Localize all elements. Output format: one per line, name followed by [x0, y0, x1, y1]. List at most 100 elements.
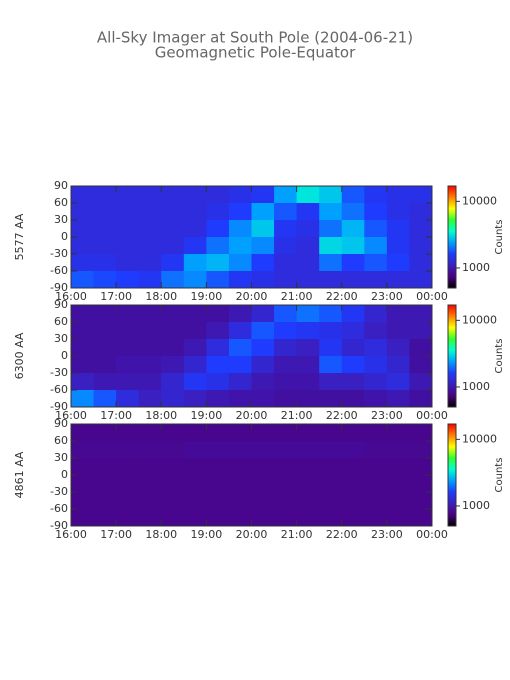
- heat-cell: [161, 441, 185, 459]
- heat-cell: [409, 424, 433, 442]
- y-tick-label: -90: [50, 281, 68, 294]
- y-tick-label: -60: [50, 264, 68, 277]
- heat-cell: [386, 339, 410, 357]
- colorbar-label: Counts: [494, 339, 505, 374]
- heat-cell: [116, 237, 140, 255]
- heat-cell: [386, 424, 410, 442]
- heat-cell: [409, 237, 433, 255]
- x-tick-label: 18:00: [145, 528, 177, 541]
- heat-cell: [183, 424, 207, 442]
- y-tick-label: -30: [50, 247, 68, 260]
- heat-cell: [138, 271, 162, 289]
- heat-cell: [386, 373, 410, 391]
- heat-cell: [116, 271, 140, 289]
- heat-cell: [228, 390, 252, 408]
- heat-cell: [228, 254, 252, 272]
- heat-cell: [138, 305, 162, 323]
- heat-cell: [183, 271, 207, 289]
- heat-cell: [251, 339, 275, 357]
- heat-cell: [274, 390, 298, 408]
- heat-cell: [296, 220, 320, 238]
- heat-cell: [71, 254, 95, 272]
- colorbar-tick-label: 1000: [462, 261, 490, 274]
- heat-cell: [364, 424, 388, 442]
- heat-cell: [251, 390, 275, 408]
- y-tick-label: 60: [54, 196, 68, 209]
- heat-cell: [161, 390, 185, 408]
- heat-cell: [116, 390, 140, 408]
- heat-cell: [364, 237, 388, 255]
- y-tick-label: -60: [50, 383, 68, 396]
- heat-cell: [93, 220, 117, 238]
- heat-cell: [296, 492, 320, 510]
- heat-cell: [161, 424, 185, 442]
- heat-cell: [116, 492, 140, 510]
- heat-cell: [206, 186, 230, 204]
- heat-cell: [138, 322, 162, 340]
- heat-cell: [274, 441, 298, 459]
- heat-cell: [71, 339, 95, 357]
- heat-cell: [341, 203, 365, 221]
- heat-cell: [319, 203, 343, 221]
- heat-cell: [251, 305, 275, 323]
- heat-cell: [251, 424, 275, 442]
- heat-cell: [71, 237, 95, 255]
- heat-cell: [161, 322, 185, 340]
- heat-cell: [116, 220, 140, 238]
- heat-cell: [251, 441, 275, 459]
- heat-cell: [71, 186, 95, 204]
- heat-cell: [296, 441, 320, 459]
- heat-cell: [296, 509, 320, 527]
- heat-cell: [138, 339, 162, 357]
- heat-cell: [183, 305, 207, 323]
- heat-cell: [251, 203, 275, 221]
- heat-cell: [296, 203, 320, 221]
- chart-subtitle: Geomagnetic Pole-Equator: [155, 44, 356, 62]
- heat-cell: [364, 373, 388, 391]
- y-tick-label: 90: [54, 179, 68, 192]
- heat-cell: [116, 441, 140, 459]
- heat-cell: [228, 186, 252, 204]
- heat-cell: [251, 373, 275, 391]
- heat-cell: [161, 373, 185, 391]
- heat-cell: [409, 458, 433, 476]
- heat-cell: [409, 271, 433, 289]
- heat-cell: [71, 271, 95, 289]
- heat-cell: [228, 458, 252, 476]
- heat-cell: [138, 373, 162, 391]
- heat-cell: [409, 186, 433, 204]
- heat-cell: [251, 458, 275, 476]
- colorbar-label: Counts: [494, 220, 505, 255]
- y-axis-label: 5577 AA: [13, 213, 26, 260]
- colorbar-tick-label: 1000: [462, 380, 490, 393]
- heat-cell: [386, 441, 410, 459]
- x-tick-label: 17:00: [100, 290, 132, 303]
- heat-cell: [251, 475, 275, 493]
- y-tick-label: -90: [50, 519, 68, 532]
- y-tick-label: 0: [61, 349, 68, 362]
- heat-cell: [206, 509, 230, 527]
- heat-cell: [386, 271, 410, 289]
- heat-cell: [319, 424, 343, 442]
- heat-cell: [161, 237, 185, 255]
- heat-cell: [274, 509, 298, 527]
- heat-cell: [206, 254, 230, 272]
- y-axis-label: 4861 AA: [13, 451, 26, 498]
- heat-cell: [386, 254, 410, 272]
- heat-cell: [161, 254, 185, 272]
- heat-cell: [116, 424, 140, 442]
- x-tick-label: 16:00: [55, 409, 87, 422]
- heat-cell: [409, 322, 433, 340]
- heat-cell: [206, 356, 230, 374]
- heat-cell: [296, 186, 320, 204]
- heat-cell: [93, 373, 117, 391]
- x-tick-label: 22:00: [326, 409, 358, 422]
- heat-cell: [183, 237, 207, 255]
- x-tick-label: 17:00: [100, 528, 132, 541]
- heat-cell: [251, 271, 275, 289]
- heat-cell: [93, 458, 117, 476]
- y-tick-label: 0: [61, 230, 68, 243]
- y-tick-label: 30: [54, 213, 68, 226]
- heat-cell: [71, 356, 95, 374]
- heat-cell: [296, 305, 320, 323]
